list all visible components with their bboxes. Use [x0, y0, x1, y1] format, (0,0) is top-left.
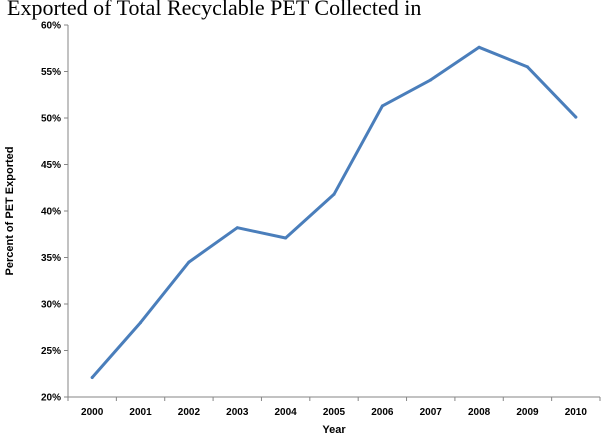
data-point	[332, 192, 336, 196]
x-tick-label: 2003	[226, 407, 249, 418]
y-tick-label: 50%	[41, 114, 61, 125]
y-tick-label: 60%	[41, 21, 61, 32]
x-tick-label: 2005	[323, 407, 346, 418]
y-tick-label: 20%	[41, 393, 61, 404]
x-tick-label: 2007	[420, 407, 443, 418]
series-line	[90, 45, 578, 379]
chart-title: Exported of Total Recyclable PET Collect…	[7, 0, 422, 20]
x-tick-label: 2000	[81, 407, 104, 418]
x-axis: 2000 2001 2002 2003 2004 2005 2006 2007 2008 2009…	[67, 397, 601, 418]
x-tick-label: 2010	[565, 407, 588, 418]
y-tick-label: 30%	[41, 300, 61, 311]
x-tick-label: 2009	[516, 407, 539, 418]
y-axis-title: Percent of PET Exported	[4, 147, 16, 276]
y-tick-label: 35%	[41, 253, 61, 264]
data-point	[526, 65, 529, 69]
x-tick-label: 2002	[178, 407, 201, 418]
x-tick-label: 2006	[371, 407, 394, 418]
data-point	[477, 45, 481, 49]
data-point	[235, 226, 239, 230]
data-point	[187, 260, 191, 264]
y-axis: 20% 25% 30% 35% 40% 45% 50% 55% 60%	[41, 21, 68, 404]
series-layer	[90, 45, 578, 379]
y-tick-label: 25%	[41, 346, 61, 357]
y-tick-label: 55%	[41, 67, 61, 78]
y-tick-label: 45%	[41, 160, 61, 171]
y-tick-label: 40%	[41, 207, 61, 218]
x-tick-label: 2001	[129, 407, 152, 418]
x-tick-label: 2008	[468, 407, 491, 418]
data-point	[90, 376, 94, 379]
data-point	[429, 78, 433, 82]
data-point	[380, 104, 384, 108]
data-point	[139, 321, 142, 325]
data-point	[284, 236, 288, 240]
x-axis-title: Year	[322, 424, 346, 436]
x-tick-label: 2004	[275, 407, 298, 418]
data-point	[574, 115, 578, 119]
